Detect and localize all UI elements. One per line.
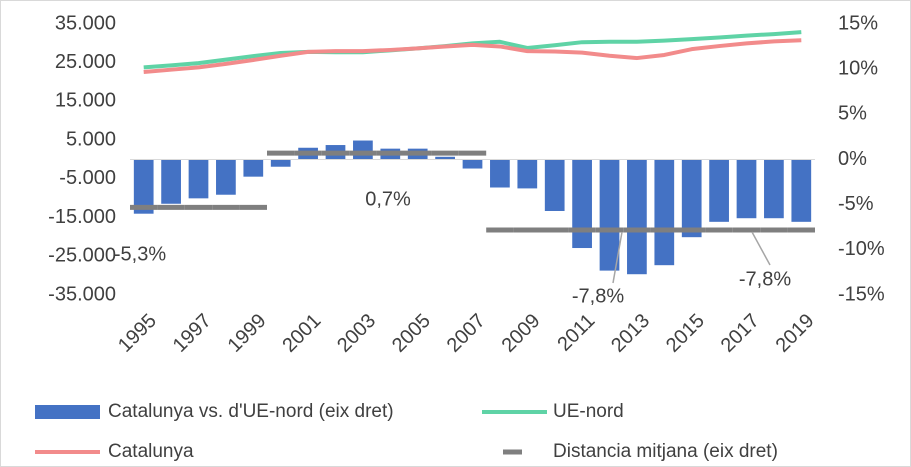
bar (654, 159, 675, 266)
legend-label: UE-nord (553, 401, 624, 422)
bar (736, 159, 757, 219)
y-tick-label: 25.000 (55, 51, 116, 73)
y2-tick-label: -5% (838, 193, 874, 215)
y-tick-label: 35.000 (55, 12, 116, 34)
bar (764, 159, 784, 219)
bar (243, 159, 264, 177)
bar (599, 159, 620, 271)
bar (681, 159, 702, 238)
leader-line (612, 231, 623, 284)
bar (490, 159, 510, 188)
bar (435, 156, 455, 160)
legend-label: Catalunya vs. d'UE-nord (eix dret) (108, 401, 394, 422)
y-tick-label: -5.000 (59, 167, 116, 189)
bar (462, 159, 483, 169)
bar (627, 159, 647, 275)
bar (353, 140, 373, 160)
bar (270, 159, 291, 167)
annotation: -5,3% (114, 243, 166, 265)
bar (133, 159, 154, 214)
legend-label: Catalunya (108, 441, 194, 462)
y-tick-label: -35.000 (48, 283, 116, 305)
annotation: 0,7% (365, 188, 411, 210)
bar (544, 159, 565, 211)
bar (161, 159, 181, 204)
legend-label: Distancia mitjana (eix dret) (553, 441, 778, 462)
y-tick-label: -25.000 (48, 245, 116, 267)
bar (791, 159, 812, 222)
y-tick-label: 15.000 (55, 90, 116, 112)
y2-tick-label: 5% (838, 103, 867, 125)
y2-tick-label: 15% (838, 12, 878, 34)
line (143, 38, 802, 74)
leader-line (751, 231, 771, 266)
bar (709, 159, 729, 222)
bar (216, 159, 236, 195)
y-tick-label: 5.000 (66, 128, 116, 150)
bar (572, 159, 592, 249)
y-tick-label: -15.000 (48, 206, 116, 228)
y2-tick-label: -10% (838, 238, 885, 260)
annotation: -7,8% (739, 268, 791, 290)
bar (517, 159, 538, 189)
y2-tick-label: 0% (838, 148, 867, 170)
annotation: -7,8% (572, 285, 624, 307)
bar (188, 159, 209, 199)
legend-swatch (35, 405, 100, 419)
y2-tick-label: 10% (838, 57, 878, 79)
y2-tick-label: -15% (838, 283, 885, 305)
